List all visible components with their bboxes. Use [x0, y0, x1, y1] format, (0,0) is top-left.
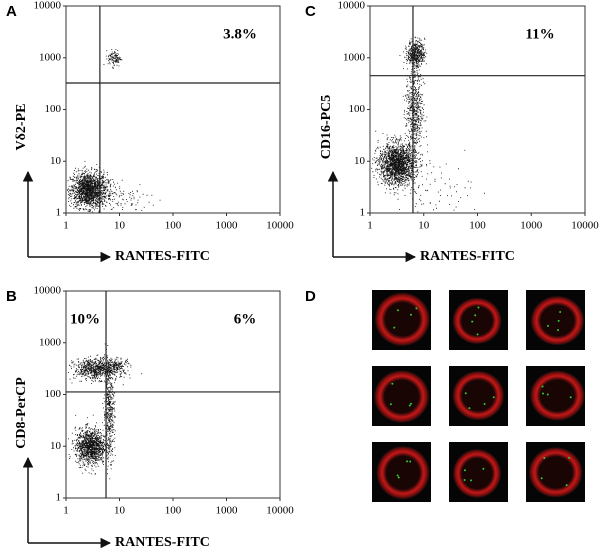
green-spot — [546, 393, 549, 396]
green-spot — [406, 460, 409, 463]
green-spot — [391, 382, 394, 385]
cell-ring — [374, 370, 430, 423]
cell-ring — [452, 449, 502, 499]
x-tick-label: 10 — [418, 220, 430, 232]
x-axis-label: RANTES-FITC — [420, 249, 515, 264]
green-spot — [464, 392, 467, 395]
green-spot — [477, 306, 480, 309]
green-spot — [565, 484, 568, 487]
green-spot — [393, 326, 396, 329]
quadrant-label: 6% — [234, 311, 257, 327]
x-tick-label: 1000 — [520, 220, 543, 232]
x-tick-label: 100 — [165, 220, 182, 232]
y-tick-label: 1 — [56, 492, 62, 504]
green-spot — [470, 479, 473, 482]
panel-label: A — [6, 3, 17, 20]
x-tick-label: 100 — [469, 220, 486, 232]
green-spot — [474, 314, 477, 317]
green-spot — [557, 319, 560, 322]
green-spot — [409, 313, 412, 316]
green-spot — [543, 456, 546, 459]
y-tick-label: 10000 — [338, 0, 366, 12]
y-tick-label: 1000 — [39, 336, 62, 348]
x-tick-label: 10 — [114, 505, 126, 517]
green-spot — [541, 385, 544, 388]
x-tick-label: 100 — [165, 505, 182, 517]
green-spot — [463, 469, 466, 472]
green-spot — [476, 333, 479, 336]
cell-ring — [528, 447, 583, 498]
green-spot — [396, 474, 399, 477]
x-axis-label: RANTES-FITC — [115, 535, 210, 550]
green-spot — [409, 460, 412, 463]
green-spot — [556, 329, 559, 332]
cell-ring — [376, 446, 430, 500]
y-tick-label: 100 — [349, 103, 366, 115]
panel-label: C — [305, 3, 316, 20]
green-spot — [396, 309, 399, 312]
green-spot — [471, 320, 474, 323]
quadrant-label: 10% — [70, 311, 100, 327]
y-tick-label: 10 — [50, 440, 62, 452]
green-spot — [468, 407, 471, 410]
x-tick-label: 1 — [63, 505, 69, 517]
y-tick-label: 10000 — [34, 0, 62, 12]
cell-ring — [452, 370, 505, 421]
x-tick-label: 1000 — [216, 220, 239, 232]
green-spot — [568, 456, 571, 459]
green-spot — [397, 476, 400, 479]
y-tick-label: 1000 — [343, 51, 366, 63]
x-tick-label: 10000 — [266, 505, 294, 517]
x-tick-label: 1000 — [216, 505, 239, 517]
green-spot — [492, 396, 495, 399]
green-spot — [483, 402, 486, 405]
green-spot — [408, 404, 411, 407]
y-tick-label: 1 — [360, 207, 366, 219]
green-spot — [542, 392, 545, 395]
x-tick-label: 1 — [63, 220, 69, 232]
x-axis-label: RANTES-FITC — [115, 249, 210, 264]
cell-ring — [452, 297, 502, 345]
green-spot — [546, 324, 549, 327]
x-tick-label: 10000 — [571, 220, 599, 232]
green-spot — [389, 403, 392, 406]
cell-ring — [530, 295, 585, 346]
green-spot — [559, 311, 562, 314]
green-spot — [540, 477, 543, 480]
green-spot — [463, 478, 466, 481]
quadrant-label: 11% — [525, 26, 554, 42]
y-tick-label: 10 — [354, 155, 366, 167]
x-tick-label: 10 — [114, 220, 126, 232]
y-tick-label: 1000 — [39, 51, 62, 63]
y-axis-label: CD16-PC5 — [319, 95, 334, 160]
y-axis-label: CD8-PerCP — [14, 377, 29, 449]
cell-ring — [374, 292, 430, 347]
panel-label: D — [305, 288, 316, 305]
x-tick-label: 10000 — [266, 220, 294, 232]
y-tick-label: 1 — [56, 207, 62, 219]
x-tick-label: 1 — [367, 220, 373, 232]
y-axis-label: Vδ2-PE — [14, 104, 29, 151]
event-cloud — [68, 339, 143, 480]
green-spot — [415, 307, 418, 310]
quadrant-label: 3.8% — [223, 26, 257, 42]
green-spot — [569, 396, 572, 399]
y-tick-label: 10 — [50, 155, 62, 167]
y-tick-label: 100 — [45, 103, 62, 115]
event-cloud — [67, 49, 161, 213]
y-tick-label: 10000 — [34, 285, 62, 297]
y-tick-label: 100 — [45, 388, 62, 400]
green-spot — [409, 402, 412, 405]
event-cloud — [371, 36, 485, 213]
panel-label: B — [6, 288, 17, 305]
cell-ring — [530, 370, 585, 421]
green-spot — [482, 467, 485, 470]
